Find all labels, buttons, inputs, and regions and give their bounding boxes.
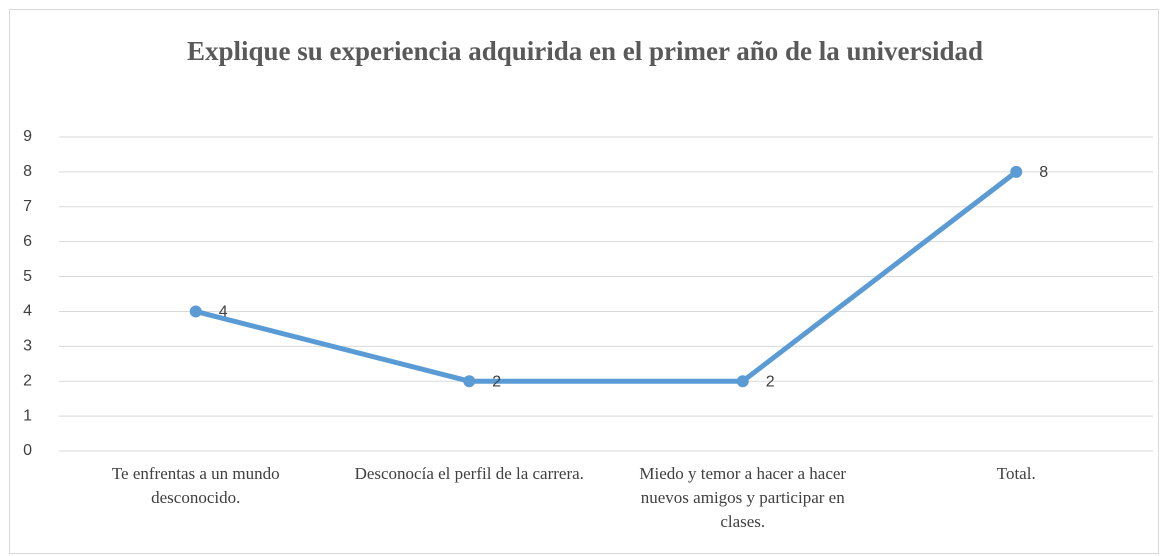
x-tick-label: Te enfrentas a un mundo desconocido. — [111, 464, 280, 507]
marker — [189, 305, 202, 318]
x-tick-label: Total. — [996, 464, 1036, 483]
y-tick-label: 2 — [23, 372, 32, 389]
chart-title: Explique su experiencia adquirida en el … — [186, 36, 984, 66]
marker — [736, 375, 749, 388]
data-label: 2 — [766, 373, 775, 390]
y-tick-label: 1 — [23, 407, 32, 424]
data-label: 2 — [492, 373, 501, 390]
y-tick-label: 9 — [23, 128, 32, 145]
y-tick-label: 8 — [23, 163, 32, 180]
data-label: 8 — [1039, 164, 1048, 181]
x-tick-label: Miedo y temor a hacer a hacer nuevos ami… — [639, 464, 847, 531]
y-tick-label: 0 — [23, 442, 32, 459]
y-tick-label: 7 — [23, 198, 32, 215]
marker — [1010, 165, 1023, 178]
x-tick-label: Desconocía el perfil de la carrera. — [354, 464, 584, 483]
y-tick-label: 6 — [23, 233, 32, 250]
y-tick-label: 5 — [23, 268, 32, 285]
y-tick-label: 3 — [23, 338, 32, 355]
marker — [463, 375, 476, 388]
data-label: 4 — [219, 304, 228, 321]
chart-border — [9, 9, 1159, 554]
y-tick-label: 4 — [23, 303, 32, 320]
line — [195, 169, 1018, 384]
